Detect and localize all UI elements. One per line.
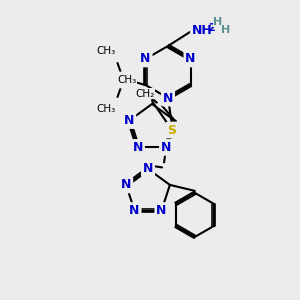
Text: S: S — [167, 124, 176, 136]
Text: N: N — [133, 141, 143, 154]
Text: N: N — [121, 178, 131, 191]
Text: N: N — [185, 52, 196, 65]
Text: N: N — [118, 74, 129, 86]
Text: H: H — [221, 25, 230, 35]
Text: CH₃: CH₃ — [118, 75, 137, 85]
Text: 2: 2 — [208, 23, 215, 33]
Text: CH₂: CH₂ — [136, 88, 155, 99]
Text: NH: NH — [192, 23, 213, 37]
Text: N: N — [161, 141, 171, 154]
Text: N: N — [129, 204, 140, 217]
Text: N: N — [143, 163, 153, 176]
Text: N: N — [156, 204, 167, 217]
Text: N: N — [124, 114, 134, 127]
Text: H: H — [213, 17, 222, 27]
Text: CH₃: CH₃ — [96, 46, 116, 56]
Text: CH₃: CH₃ — [96, 104, 116, 114]
Text: N: N — [140, 52, 151, 65]
Text: N: N — [163, 92, 173, 104]
